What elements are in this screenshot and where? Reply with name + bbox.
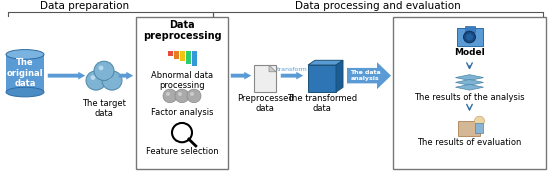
Circle shape — [178, 92, 182, 96]
Text: Data
preprocessing: Data preprocessing — [142, 20, 221, 41]
Bar — [475, 123, 482, 133]
Text: Data processing and evaluation: Data processing and evaluation — [295, 1, 461, 11]
Text: The target
data: The target data — [82, 99, 126, 118]
Text: Preprocessed
data: Preprocessed data — [236, 94, 293, 113]
Circle shape — [163, 89, 177, 103]
Polygon shape — [269, 65, 276, 72]
Polygon shape — [455, 79, 483, 85]
Circle shape — [98, 65, 103, 70]
Circle shape — [475, 116, 485, 126]
Bar — [465, 26, 475, 32]
Circle shape — [175, 89, 189, 103]
Text: The
original
data: The original data — [7, 58, 43, 88]
Bar — [174, 51, 179, 59]
Ellipse shape — [6, 87, 44, 97]
Bar — [6, 54, 44, 92]
Circle shape — [94, 61, 114, 81]
Polygon shape — [347, 62, 391, 89]
Text: Abnormal data
processing: Abnormal data processing — [151, 71, 213, 90]
Bar — [254, 65, 276, 92]
Text: The results of evaluation: The results of evaluation — [417, 138, 522, 147]
Text: Model: Model — [454, 48, 485, 57]
Circle shape — [166, 92, 170, 96]
Circle shape — [91, 75, 96, 80]
Polygon shape — [455, 75, 483, 81]
Bar — [186, 51, 191, 64]
Polygon shape — [336, 60, 343, 92]
Bar — [6, 54, 44, 92]
Text: The results of the analysis: The results of the analysis — [414, 93, 525, 102]
Text: Feature selection: Feature selection — [146, 147, 218, 156]
Ellipse shape — [6, 50, 44, 59]
Bar — [180, 51, 185, 61]
Circle shape — [187, 89, 201, 103]
Bar — [393, 17, 546, 169]
Circle shape — [464, 31, 476, 43]
Bar — [168, 51, 173, 56]
Text: Factor analysis: Factor analysis — [151, 109, 213, 118]
Bar — [192, 51, 197, 66]
Text: The data
analysis: The data analysis — [350, 70, 380, 81]
Bar — [136, 17, 228, 169]
Text: Data preparation: Data preparation — [41, 1, 130, 11]
Circle shape — [466, 34, 473, 40]
Bar — [458, 121, 480, 136]
Circle shape — [190, 92, 194, 96]
Circle shape — [86, 71, 106, 90]
Bar — [308, 65, 336, 92]
Polygon shape — [308, 60, 343, 65]
Bar — [456, 28, 482, 46]
Text: transform: transform — [277, 67, 307, 72]
Polygon shape — [455, 84, 483, 90]
Text: The transformed
data: The transformed data — [287, 94, 357, 113]
Circle shape — [102, 71, 122, 90]
Circle shape — [107, 75, 112, 80]
